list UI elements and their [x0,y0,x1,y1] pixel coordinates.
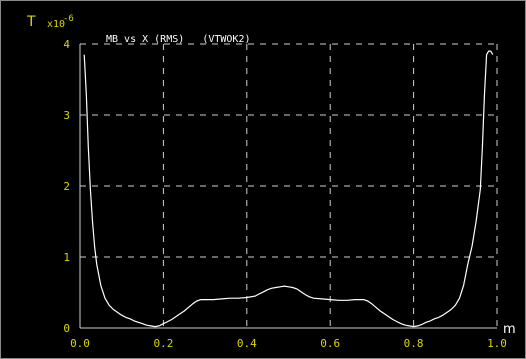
series-line [83,50,494,328]
x-tick-label: 0.0 [70,337,90,350]
y-tick-label: 3 [63,109,70,122]
x-tick-label: 1.0 [487,337,507,350]
y-scale-label: x10 [47,19,65,30]
x-axis-label: m [503,322,516,337]
y-tick-label: 0 [63,322,70,335]
x-tick-label: 0.2 [153,337,173,350]
x-tick-label: 0.4 [237,337,257,350]
y-axis-label: T [26,14,36,30]
grid [80,43,498,328]
x-tick-label: 0.6 [320,337,340,350]
chart-title: MB vs X (RMS) (VTWOK2) [106,34,251,45]
labels: T x10 -6 MB vs X (RMS) (VTWOK2) m [26,14,516,337]
x-tick-label: 0.8 [404,337,424,350]
y-tick-label: 2 [63,180,70,193]
y-tick-label: 1 [63,251,70,264]
y-tick-label: 4 [63,38,70,51]
axes: 0.0 0.2 0.4 0.6 0.8 1.0 0 1 2 3 4 [63,38,507,350]
y-scale-exponent: -6 [63,14,74,24]
series-layer [83,50,494,328]
